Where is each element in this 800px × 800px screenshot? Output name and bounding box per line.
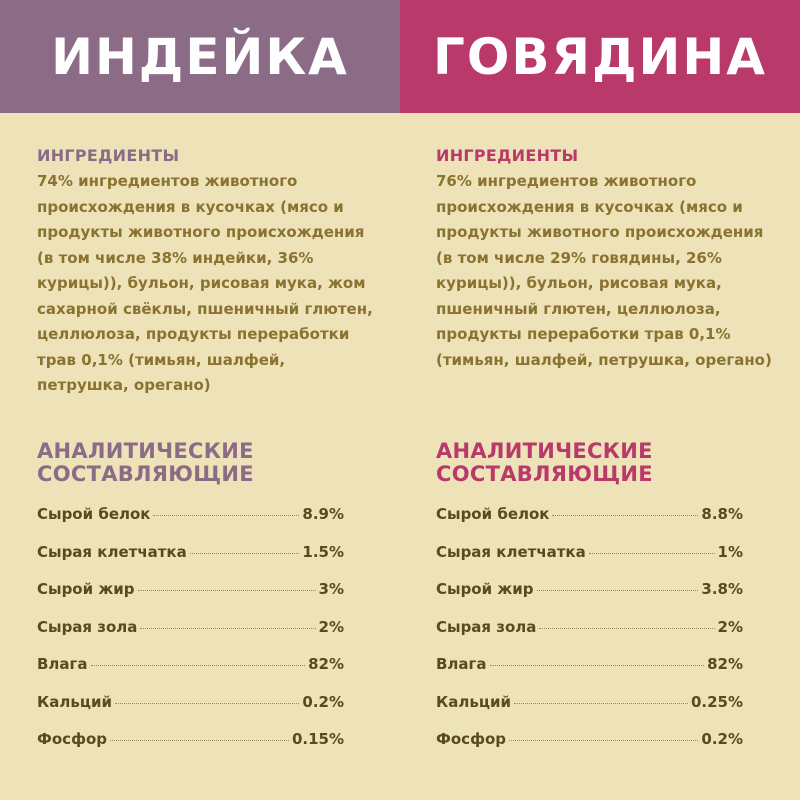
dotted-leader [137, 590, 316, 591]
row-value: 0.15% [291, 730, 344, 748]
row-label: Сырой жир [37, 580, 135, 598]
row-value: 0.25% [690, 692, 743, 711]
row-value: 1% [717, 542, 743, 561]
table-row: Фосфор 0.2% [436, 730, 743, 768]
row-value: 2% [717, 617, 743, 636]
turkey-analytic-heading: АНАЛИТИЧЕСКИЕ СОСТАВЛЯЮЩИЕ [37, 440, 254, 486]
turkey-title: ИНДЕЙКА [51, 27, 349, 86]
row-value: 2% [318, 617, 344, 636]
row-value: 0.2% [701, 730, 743, 748]
dotted-leader [588, 552, 715, 554]
row-value: 82% [707, 655, 743, 673]
beef-analytic-heading-line2: СОСТАВЛЯЮЩИЕ [436, 462, 653, 486]
dotted-leader [514, 702, 688, 704]
row-value: 3.8% [701, 580, 743, 598]
row-label: Кальций [436, 692, 511, 711]
row-label: Влага [37, 655, 88, 673]
row-value: 1.5% [302, 542, 344, 561]
table-row: Фосфор 0.15% [37, 730, 344, 768]
dotted-leader [552, 515, 699, 516]
row-label: Сырая клетчатка [436, 542, 586, 561]
row-label: Сырой белок [37, 505, 151, 523]
row-label: Фосфор [37, 730, 107, 748]
turkey-analytic-heading-line2: СОСТАВЛЯЮЩИЕ [37, 462, 254, 486]
row-value: 8.9% [302, 505, 344, 523]
dotted-leader [153, 515, 300, 516]
dotted-leader [90, 665, 306, 666]
table-row: Сырая клетчатка 1.5% [37, 543, 344, 581]
beef-ingredients-text: 76% ингредиентов животного происхождения… [436, 172, 772, 369]
row-label: Сырой жир [436, 580, 534, 598]
turkey-ingredients-section: ИНГРЕДИЕНТЫ 74% ингредиентов животного п… [37, 146, 377, 399]
table-row: Сырой белок 8.9% [37, 505, 344, 543]
dotted-leader [489, 665, 705, 666]
table-row: Кальций 0.25% [436, 693, 743, 731]
row-label: Сырая клетчатка [37, 542, 187, 561]
beef-title: ГОВЯДИНА [433, 27, 767, 86]
turkey-ingredients-text: 74% ингредиентов животного происхождения… [37, 172, 373, 394]
table-row: Сырой жир 3% [37, 580, 344, 618]
dotted-leader [509, 740, 699, 741]
dotted-leader [115, 702, 300, 704]
row-value: 3% [318, 580, 344, 598]
turkey-analytic-heading-line1: АНАЛИТИЧЕСКИЕ [37, 439, 254, 463]
turkey-analytic-table: Сырой белок 8.9% Сырая клетчатка 1.5% Сыро… [37, 505, 344, 768]
row-label: Кальций [37, 692, 112, 711]
beef-analytic-table: Сырой белок 8.8% Сырая клетчатка 1% Сырой … [436, 505, 743, 768]
dotted-leader [140, 627, 316, 629]
row-label: Сырая зола [436, 617, 537, 636]
table-row: Сырой жир 3.8% [436, 580, 743, 618]
row-label: Фосфор [436, 730, 506, 748]
turkey-ingredients-heading: ИНГРЕДИЕНТЫ [37, 146, 180, 165]
beef-ingredients-heading: ИНГРЕДИЕНТЫ [436, 146, 579, 165]
beef-ingredients-section: ИНГРЕДИЕНТЫ 76% ингредиентов животного п… [436, 146, 776, 373]
beef-analytic-heading: АНАЛИТИЧЕСКИЕ СОСТАВЛЯЮЩИЕ [436, 440, 653, 486]
row-label: Сырой белок [436, 505, 550, 523]
turkey-header: ИНДЕЙКА [0, 0, 400, 113]
row-label: Влага [436, 655, 487, 673]
row-value: 82% [308, 655, 344, 673]
table-row: Влага 82% [37, 655, 344, 693]
table-row: Влага 82% [436, 655, 743, 693]
beef-header: ГОВЯДИНА [400, 0, 800, 113]
row-value: 0.2% [302, 692, 344, 711]
table-row: Сырая зола 2% [436, 618, 743, 656]
row-label: Сырая зола [37, 617, 138, 636]
row-value: 8.8% [701, 505, 743, 523]
dotted-leader [536, 590, 699, 591]
dotted-leader [539, 627, 715, 629]
table-row: Сырая зола 2% [37, 618, 344, 656]
table-row: Кальций 0.2% [37, 693, 344, 731]
dotted-leader [189, 552, 300, 554]
dotted-leader [110, 740, 289, 741]
table-row: Сырой белок 8.8% [436, 505, 743, 543]
beef-analytic-heading-line1: АНАЛИТИЧЕСКИЕ [436, 439, 653, 463]
table-row: Сырая клетчатка 1% [436, 543, 743, 581]
